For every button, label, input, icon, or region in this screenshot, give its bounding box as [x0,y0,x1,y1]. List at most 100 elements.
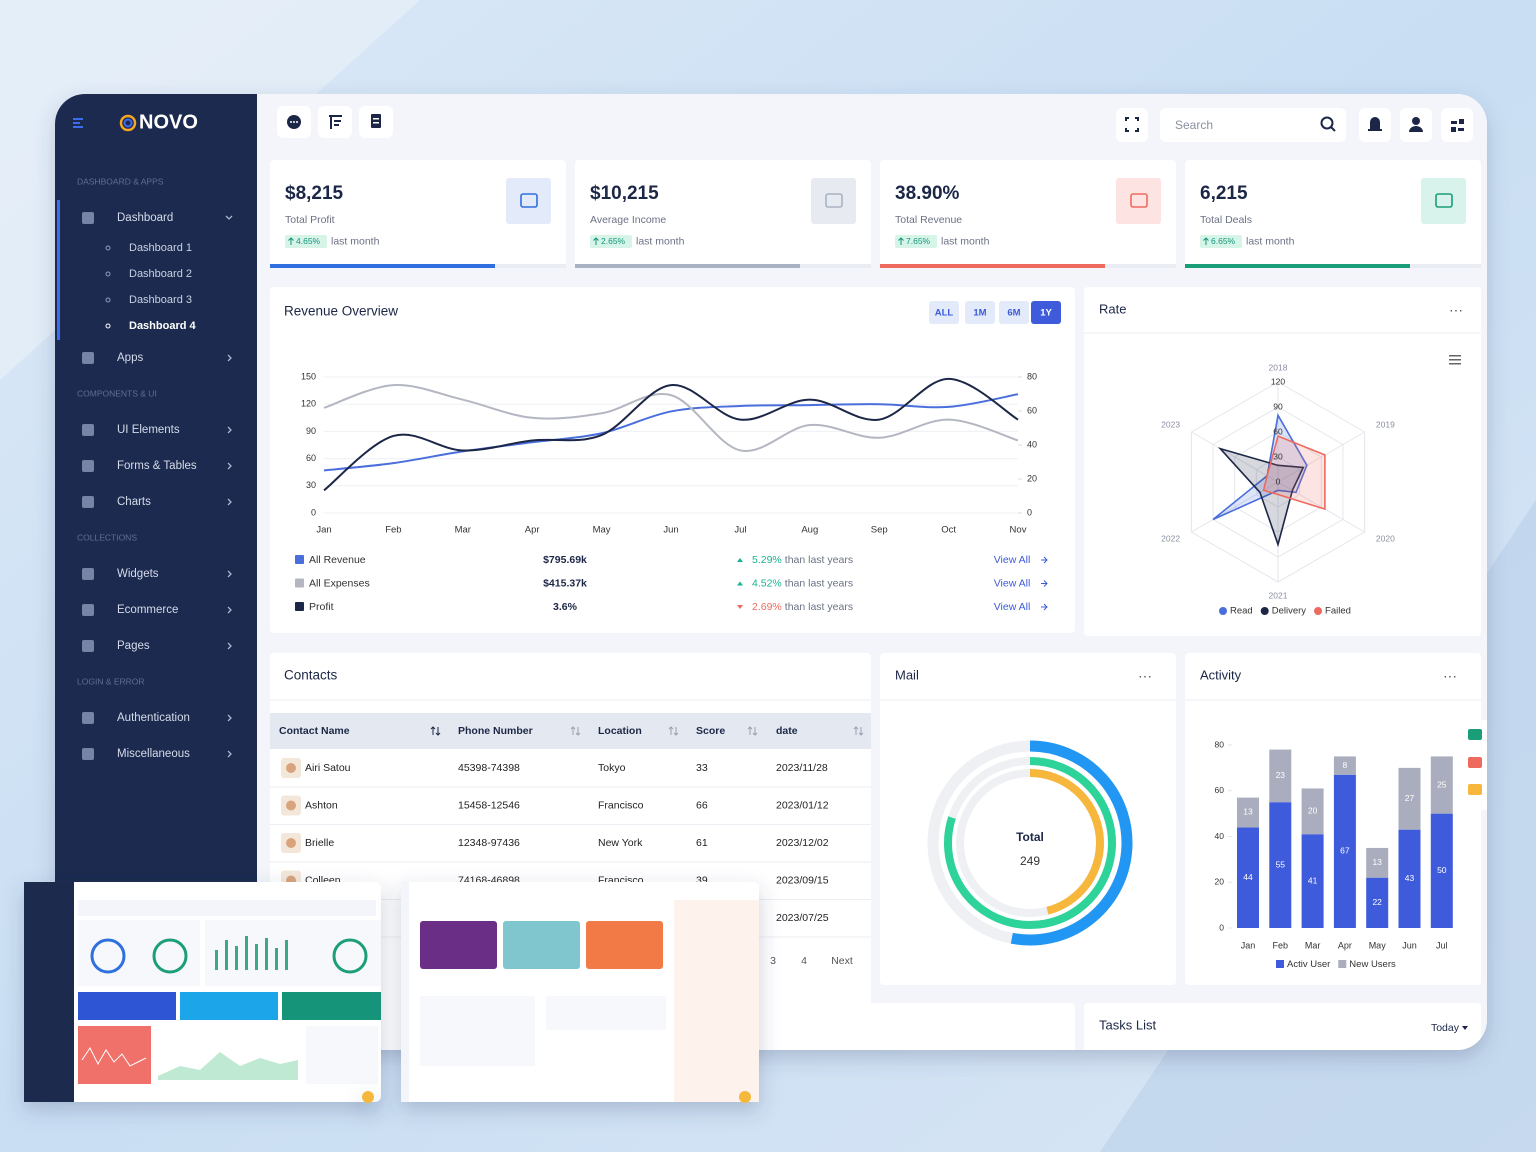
menu-item[interactable]: Authentication [117,712,190,724]
pagination-link[interactable]: 3 [770,955,776,967]
data-label: 43 [1405,873,1415,883]
x-tick-label: Feb [385,525,401,536]
sort-icon[interactable] [747,726,758,736]
sort-icon[interactable] [853,726,864,736]
x-tick-label: Jan [316,525,331,536]
menu-item[interactable]: Apps [117,352,143,364]
stat-icon-box [1116,178,1161,224]
range-button[interactable] [929,301,959,324]
more-menu[interactable]: ··· [1138,668,1152,684]
radar-axis-label: 2019 [1376,419,1395,429]
sort-icon[interactable] [668,726,679,736]
summary-change: 2.69% [752,601,782,613]
more-menu[interactable]: ··· [1449,302,1463,318]
avatar-face [286,838,296,848]
menu-item[interactable]: Ecommerce [117,604,178,616]
trend-arrow [737,558,743,562]
column-header: Phone Number [458,725,533,737]
y2-tick-label: 0 [1027,507,1032,517]
radar-axis-label: 2018 [1269,362,1288,372]
menu-item[interactable]: Miscellaneous [117,748,190,760]
y-tick-label: 30 [306,480,316,490]
x-tick-label: Apr [525,525,540,536]
range-label[interactable]: ALL [935,308,954,319]
menu-item[interactable]: Widgets [117,568,159,580]
range-button[interactable] [999,301,1029,324]
progress-bar [575,264,800,268]
change-badge [285,235,327,248]
summary-note: than last years [785,554,853,566]
bar-segment [1301,788,1324,835]
stat-icon [825,193,843,208]
table-cell: 2023/01/12 [776,799,829,811]
range-button[interactable] [1031,301,1061,324]
range-label[interactable]: 6M [1007,308,1020,319]
sort-icon[interactable] [570,726,581,736]
dropdown-caret[interactable] [1462,1026,1468,1030]
summary-note: than last years [785,601,853,613]
floating-tools[interactable] [1460,720,1490,810]
active-indicator [57,200,60,340]
view-all-link[interactable]: View All [994,554,1031,566]
profile-button[interactable] [1400,108,1432,142]
submenu-item[interactable]: Dashboard 1 [129,242,192,254]
menu-item[interactable]: Dashboard [117,212,173,224]
submenu-item[interactable]: Dashboard 3 [129,294,192,306]
submenu-item[interactable]: Dashboard 2 [129,268,192,280]
menu-item[interactable]: UI Elements [117,424,180,436]
view-all-link[interactable]: View All [994,601,1031,613]
topbar-icon[interactable] [277,106,311,138]
table-cell: 39 [696,874,708,886]
x-tick-label: May [1369,940,1387,950]
link-arrow [1041,603,1048,611]
stat-value: $10,215 [590,183,659,204]
menu-toggle[interactable] [73,118,83,128]
menu-item[interactable]: Charts [117,496,151,508]
filter-dropdown[interactable]: Today [1431,1022,1460,1034]
data-label: 25 [1437,779,1447,789]
topbar-icon[interactable] [318,106,352,138]
more-menu[interactable]: ··· [1443,668,1457,684]
range-button[interactable] [965,301,995,324]
bar-segment [1269,802,1292,928]
panel-title: Rate [1099,301,1126,316]
menu-icon [82,496,94,508]
pagination-link[interactable]: 4 [801,955,807,967]
chevron [227,714,232,722]
y-tick-label: 60 [1215,785,1225,795]
table-cell: 33 [696,762,708,774]
search-box[interactable] [1160,108,1346,142]
topbar-icon[interactable] [359,106,393,138]
submenu-item[interactable]: Dashboard 4 [129,320,197,332]
legend-swatch [295,555,304,564]
stat-icon-box [811,178,856,224]
settings-button[interactable] [1441,108,1473,142]
data-label: 41 [1308,875,1318,885]
chart-menu[interactable] [1449,355,1461,365]
search-icon[interactable] [1320,116,1336,132]
chevron [225,215,233,220]
chevron [227,462,232,470]
chevron [227,642,232,650]
fullscreen-button[interactable] [1116,108,1148,142]
y-tick-label: 150 [301,371,316,381]
data-label: 67 [1340,846,1350,856]
y-tick-label: 0 [1219,922,1224,932]
view-all-link[interactable]: View All [994,577,1031,589]
menu-item[interactable]: Forms & Tables [117,460,197,472]
radial-tick-label: 90 [1273,401,1283,411]
submenu-dot [105,271,111,277]
pagination-link[interactable]: Next [831,955,853,967]
range-label[interactable]: 1M [973,308,986,319]
chevron [227,570,232,578]
legend-label: Profit [309,601,334,613]
avatar-face [286,800,296,811]
bar-segment [1366,877,1389,928]
range-label[interactable]: 1Y [1040,308,1052,319]
data-label: 23 [1276,770,1286,780]
summary-amount: $415.37k [543,577,587,589]
notification-button[interactable] [1359,108,1391,142]
sort-icon[interactable] [430,726,441,736]
menu-item[interactable]: Pages [117,640,150,652]
